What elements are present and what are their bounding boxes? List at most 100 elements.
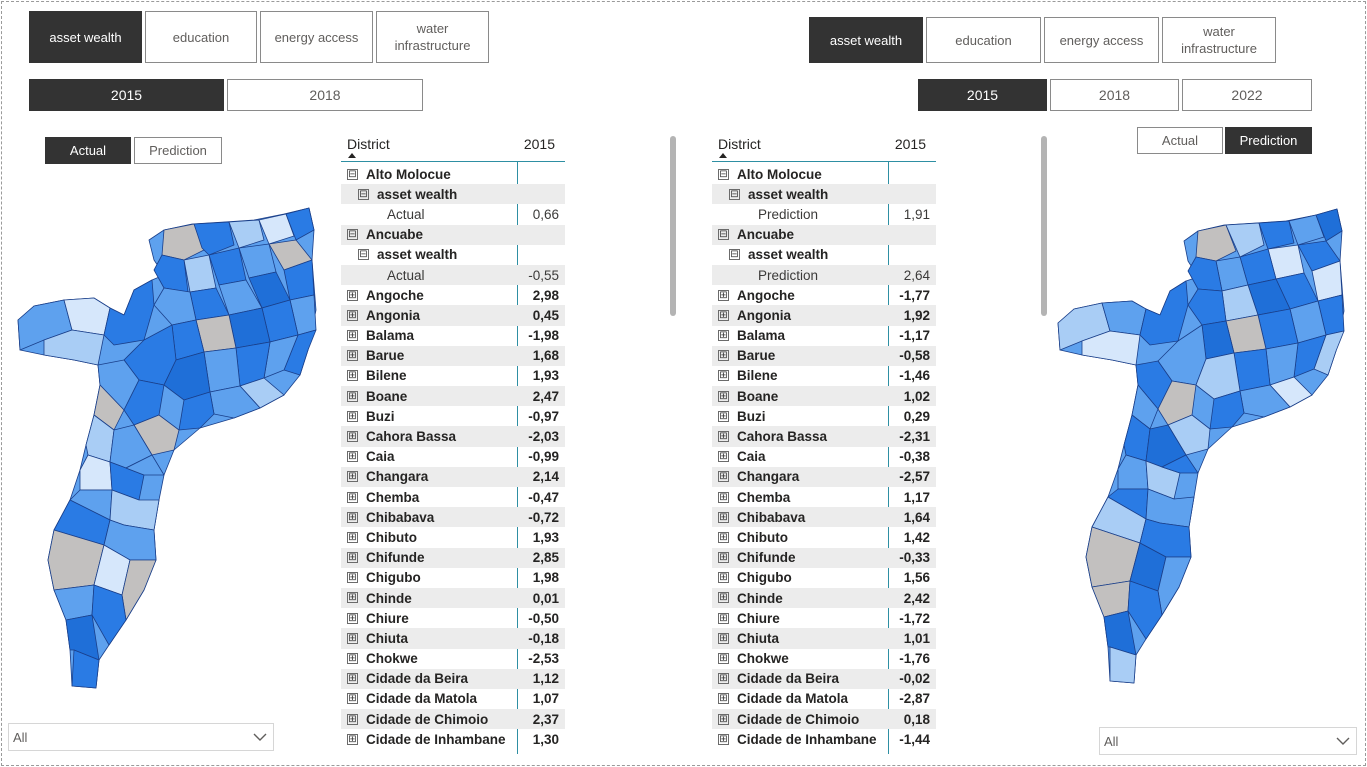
table-row[interactable]: ⊞ Boane 1,02 — [712, 386, 936, 407]
table-row[interactable]: ⊞ Buzi 0,29 — [712, 406, 936, 426]
expand-collapse-icon[interactable]: ⊞ — [347, 531, 358, 543]
table-row[interactable]: ⊞ Chinde 0,01 — [341, 587, 565, 609]
left-mode-actual[interactable]: Actual — [45, 137, 131, 164]
table-row[interactable]: ⊟ asset wealth — [712, 245, 936, 265]
table-row[interactable]: ⊞ Barue 1,68 — [341, 345, 565, 366]
expand-collapse-icon[interactable]: ⊞ — [347, 370, 358, 382]
left-indicator-asset-wealth[interactable]: asset wealth — [29, 11, 142, 63]
expand-collapse-icon[interactable]: ⊟ — [358, 188, 369, 200]
left-matrix-scrollbar[interactable] — [670, 136, 676, 316]
table-row[interactable]: ⊞ Chifunde 2,85 — [341, 547, 565, 568]
expand-collapse-icon[interactable]: ⊞ — [718, 491, 729, 503]
expand-collapse-icon[interactable]: ⊞ — [347, 471, 358, 483]
table-row[interactable]: ⊞ Chibuto 1,42 — [712, 527, 936, 547]
table-row[interactable]: ⊟ Alto Molocue — [341, 164, 565, 184]
expand-collapse-icon[interactable]: ⊟ — [729, 249, 740, 261]
left-col-year[interactable]: 2015 — [523, 136, 555, 152]
table-row[interactable]: ⊞ Cidade de Chimoio 2,37 — [341, 709, 565, 730]
expand-collapse-icon[interactable]: ⊞ — [718, 653, 729, 664]
table-row[interactable]: ⊟ Ancuabe — [341, 224, 565, 245]
table-row[interactable]: ⊟ asset wealth — [341, 245, 565, 265]
table-row[interactable]: ⊞ Balama -1,98 — [341, 326, 565, 346]
expand-collapse-icon[interactable]: ⊞ — [718, 693, 729, 705]
table-row[interactable]: ⊞ Chiure -1,72 — [712, 608, 936, 628]
left-col-district[interactable]: District — [347, 136, 390, 152]
expand-collapse-icon[interactable]: ⊟ — [347, 229, 358, 241]
table-row[interactable]: ⊞ Bilene -1,46 — [712, 366, 936, 386]
table-row[interactable]: ⊞ Cidade de Inhambane -1,44 — [712, 729, 936, 749]
table-row[interactable]: Prediction 2,64 — [712, 264, 936, 286]
expand-collapse-icon[interactable]: ⊞ — [718, 673, 729, 685]
table-row[interactable]: Actual -0,55 — [341, 264, 565, 286]
expand-collapse-icon[interactable]: ⊞ — [347, 390, 358, 402]
table-row[interactable]: ⊞ Angonia 0,45 — [341, 305, 565, 326]
expand-collapse-icon[interactable]: ⊞ — [347, 410, 358, 422]
table-row[interactable]: ⊞ Boane 2,47 — [341, 386, 565, 407]
expand-collapse-icon[interactable]: ⊞ — [347, 673, 358, 685]
expand-collapse-icon[interactable]: ⊞ — [718, 632, 729, 644]
right-col-district[interactable]: District — [718, 136, 761, 152]
table-row[interactable]: ⊞ Angoche -1,77 — [712, 285, 936, 305]
table-row[interactable]: ⊞ Chiure -0,50 — [341, 608, 565, 628]
left-year-2018[interactable]: 2018 — [227, 79, 423, 111]
expand-collapse-icon[interactable]: ⊞ — [718, 511, 729, 523]
table-row[interactable]: ⊞ Chiuta 1,01 — [712, 628, 936, 649]
right-mode-prediction[interactable]: Prediction — [1225, 127, 1312, 154]
table-row[interactable]: ⊞ Chokwe -1,76 — [712, 649, 936, 669]
expand-collapse-icon[interactable]: ⊞ — [718, 471, 729, 483]
table-row[interactable]: ⊟ asset wealth — [341, 184, 565, 205]
expand-collapse-icon[interactable]: ⊞ — [718, 410, 729, 422]
table-row[interactable]: ⊞ Angonia 1,92 — [712, 305, 936, 326]
right-indicator-energy-access[interactable]: energy access — [1044, 17, 1159, 63]
expand-collapse-icon[interactable]: ⊞ — [718, 612, 729, 624]
expand-collapse-icon[interactable]: ⊞ — [347, 430, 358, 442]
table-row[interactable]: ⊞ Caia -0,38 — [712, 447, 936, 467]
table-row[interactable]: ⊞ Chifunde -0,33 — [712, 547, 936, 568]
table-row[interactable]: ⊞ Chibabava 1,64 — [712, 507, 936, 528]
table-row[interactable]: ⊞ Caia -0,99 — [341, 447, 565, 467]
right-year-2018[interactable]: 2018 — [1050, 79, 1179, 111]
right-col-year[interactable]: 2015 — [894, 136, 926, 152]
table-row[interactable]: Actual 0,66 — [341, 204, 565, 224]
right-matrix-scrollbar[interactable] — [1041, 136, 1047, 316]
expand-collapse-icon[interactable]: ⊞ — [347, 612, 358, 624]
expand-collapse-icon[interactable]: ⊞ — [718, 572, 729, 584]
expand-collapse-icon[interactable]: ⊟ — [718, 229, 729, 241]
expand-collapse-icon[interactable]: ⊞ — [718, 330, 729, 341]
table-row[interactable]: ⊞ Angoche 2,98 — [341, 285, 565, 305]
expand-collapse-icon[interactable]: ⊟ — [729, 188, 740, 200]
expand-collapse-icon[interactable]: ⊞ — [347, 451, 358, 463]
table-row[interactable]: ⊟ asset wealth — [712, 184, 936, 205]
table-row[interactable]: ⊞ Balama -1,17 — [712, 326, 936, 346]
expand-collapse-icon[interactable]: ⊞ — [718, 552, 729, 564]
expand-collapse-icon[interactable]: ⊞ — [718, 713, 729, 725]
expand-collapse-icon[interactable]: ⊞ — [347, 632, 358, 644]
expand-collapse-icon[interactable]: ⊞ — [347, 309, 358, 321]
expand-collapse-icon[interactable]: ⊞ — [347, 592, 358, 604]
table-row[interactable]: ⊞ Cidade de Chimoio 0,18 — [712, 709, 936, 730]
expand-collapse-icon[interactable]: ⊞ — [718, 390, 729, 402]
table-row[interactable]: ⊞ Chigubo 1,56 — [712, 568, 936, 588]
expand-collapse-icon[interactable]: ⊞ — [347, 289, 358, 301]
expand-collapse-icon[interactable]: ⊟ — [347, 168, 358, 180]
table-row[interactable]: ⊞ Cahora Bassa -2,03 — [341, 426, 565, 447]
expand-collapse-icon[interactable]: ⊞ — [347, 693, 358, 705]
right-district-map[interactable] — [1054, 205, 1349, 687]
table-row[interactable]: ⊞ Chibabava -0,72 — [341, 507, 565, 528]
expand-collapse-icon[interactable]: ⊞ — [718, 430, 729, 442]
table-row[interactable]: ⊟ Ancuabe — [712, 224, 936, 245]
right-district-dropdown[interactable]: All — [1099, 727, 1357, 755]
expand-collapse-icon[interactable]: ⊞ — [347, 713, 358, 725]
expand-collapse-icon[interactable]: ⊟ — [718, 168, 729, 180]
expand-collapse-icon[interactable]: ⊞ — [718, 289, 729, 301]
expand-collapse-icon[interactable]: ⊞ — [347, 511, 358, 523]
expand-collapse-icon[interactable]: ⊞ — [347, 653, 358, 664]
expand-collapse-icon[interactable]: ⊟ — [358, 249, 369, 261]
expand-collapse-icon[interactable]: ⊞ — [718, 592, 729, 604]
left-district-dropdown[interactable]: All — [8, 723, 274, 751]
expand-collapse-icon[interactable]: ⊞ — [347, 572, 358, 584]
expand-collapse-icon[interactable]: ⊞ — [718, 451, 729, 463]
right-indicator-water-infrastructure[interactable]: water infrastructure — [1162, 17, 1276, 63]
expand-collapse-icon[interactable]: ⊞ — [347, 733, 358, 745]
expand-collapse-icon[interactable]: ⊞ — [718, 733, 729, 745]
